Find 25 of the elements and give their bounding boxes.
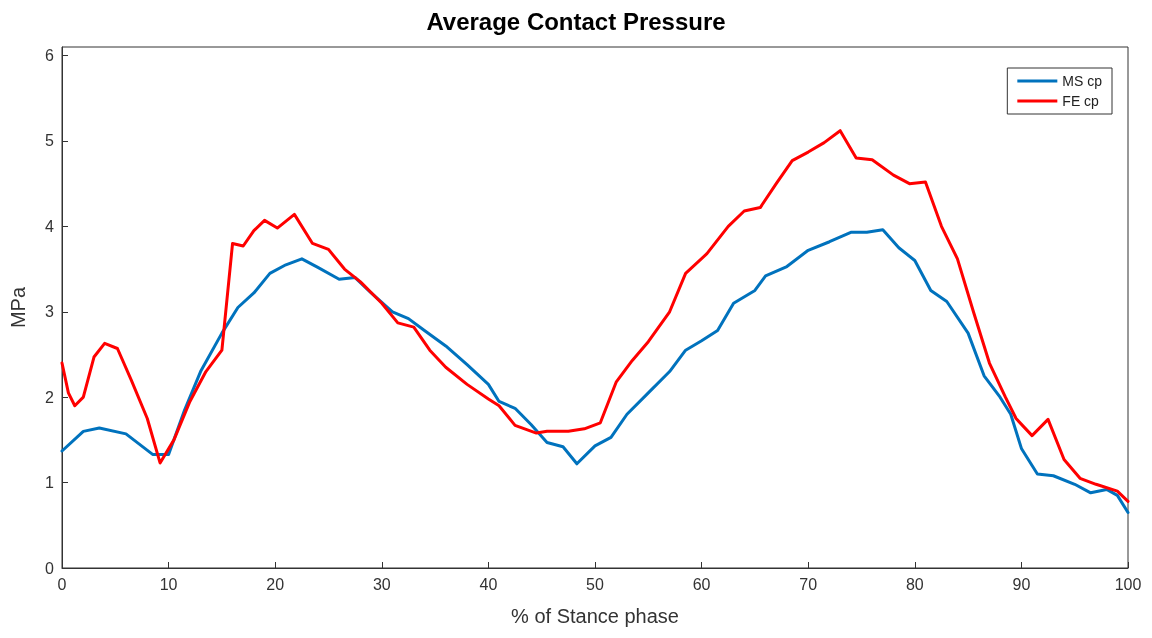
y-axis-title: MPa <box>7 286 29 329</box>
chart-title: Average Contact Pressure <box>426 7 726 35</box>
x-tick-label: 10 <box>159 575 178 593</box>
x-tick-label: 50 <box>586 575 604 593</box>
y-tick-label: 6 <box>45 47 55 65</box>
y-tick-label: 4 <box>45 217 55 235</box>
y-tick-label: 1 <box>45 474 55 492</box>
x-tick-label: 40 <box>479 575 498 593</box>
y-tick-label: 3 <box>45 303 55 321</box>
x-tick-label: 20 <box>266 575 285 593</box>
x-tick-label: 60 <box>692 575 711 593</box>
x-tick-label: 0 <box>57 575 67 593</box>
line-series <box>60 129 1130 503</box>
y-tick-label: 2 <box>45 388 55 406</box>
x-tick-label: 30 <box>372 575 391 593</box>
x-axis-title: % of Stance phase <box>511 605 679 627</box>
x-tick-label: 70 <box>799 575 818 593</box>
line-series <box>60 228 1130 514</box>
y-tick-label: 5 <box>45 132 55 150</box>
legend-label: FE cp <box>1062 93 1100 109</box>
legend-label: MS cp <box>1062 73 1103 89</box>
x-tick-label: 80 <box>905 575 924 593</box>
x-tick-label: 90 <box>1012 575 1031 593</box>
y-tick-label: 0 <box>45 559 55 577</box>
x-tick-label: 100 <box>1114 575 1142 593</box>
